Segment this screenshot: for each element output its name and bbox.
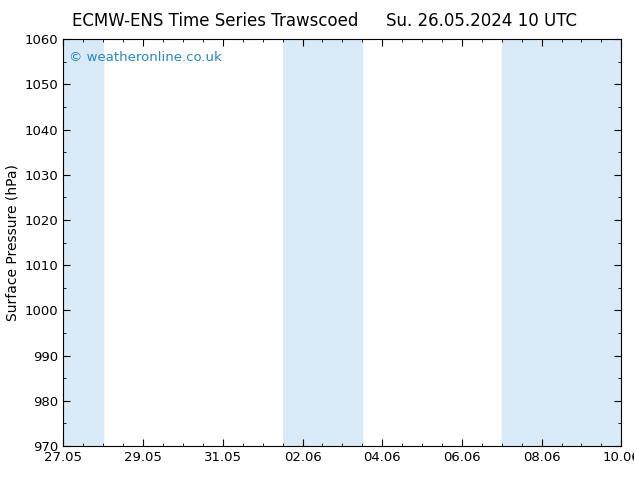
Text: Su. 26.05.2024 10 UTC: Su. 26.05.2024 10 UTC xyxy=(386,12,578,30)
Text: © weatheronline.co.uk: © weatheronline.co.uk xyxy=(69,51,222,64)
Text: ECMW-ENS Time Series Trawscoed: ECMW-ENS Time Series Trawscoed xyxy=(72,12,359,30)
Bar xyxy=(501,39,621,446)
Y-axis label: Surface Pressure (hPa): Surface Pressure (hPa) xyxy=(5,164,19,321)
Bar xyxy=(63,39,103,446)
Bar xyxy=(283,39,362,446)
